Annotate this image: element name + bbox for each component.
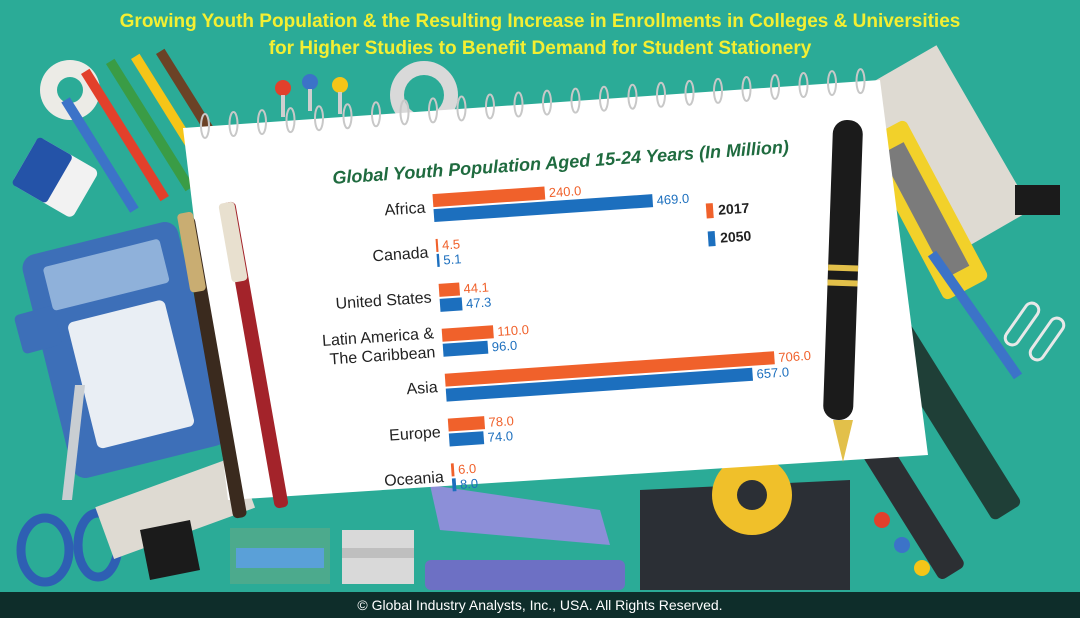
bar-2017 <box>438 282 461 297</box>
sharpener-icon <box>14 306 62 354</box>
stapler-icon <box>425 485 625 590</box>
data-label: 469.0 <box>656 191 689 208</box>
spiral-ring <box>570 87 581 114</box>
ruler-right-icon <box>858 45 1032 255</box>
category-label: Europe <box>389 424 442 444</box>
bar-2017 <box>441 325 494 342</box>
category-label: Canada <box>372 245 429 266</box>
legend-swatch <box>705 203 714 219</box>
spiral-ring <box>855 68 866 95</box>
spiral-ring <box>428 97 438 124</box>
data-label: 47.3 <box>466 294 492 311</box>
spiral-ring <box>485 93 495 120</box>
ruler-icon <box>95 455 256 559</box>
notepad-paper <box>183 80 928 500</box>
spiral-ring <box>257 109 267 136</box>
category-label: Africa <box>384 200 426 220</box>
bar-2017 <box>450 463 455 477</box>
category-label: Asia <box>406 379 438 398</box>
data-label: 4.5 <box>442 236 461 252</box>
pushpin-icon <box>275 74 930 576</box>
fountain-pen-icon <box>823 120 863 462</box>
bar-2050 <box>439 297 463 312</box>
title-line-1: Growing Youth Population & the Resulting… <box>119 11 961 32</box>
bar-2017 <box>447 416 486 432</box>
bar-2050 <box>436 253 440 267</box>
spiral-ring <box>542 89 552 116</box>
spiral-ring <box>513 91 524 118</box>
bars: Africa 240.0 469.0 Canada 4.55.1 United State… <box>322 183 812 492</box>
spiral-ring <box>371 101 381 128</box>
data-label: 96.0 <box>491 338 517 355</box>
sticky-notes-icon <box>230 528 414 584</box>
spiral-ring <box>798 72 809 99</box>
legend-label: 2050 <box>720 228 752 246</box>
binder-clip-right-icon <box>1015 185 1060 215</box>
bar-2050 <box>445 367 754 402</box>
category-label: United States <box>335 289 432 312</box>
spiral-ring <box>399 99 410 126</box>
spiral-ring <box>314 105 324 132</box>
paper-clip-icon <box>1003 301 1066 362</box>
legend-label: 2017 <box>718 200 750 218</box>
data-label: 78.0 <box>488 413 514 430</box>
binder-clip-icon <box>140 520 200 580</box>
spiral-ring <box>342 103 353 130</box>
spiral-ring <box>627 83 638 110</box>
bar-2017 <box>444 351 775 387</box>
spiral-ring <box>684 79 695 106</box>
spiral-ring <box>656 81 666 108</box>
data-label: 240.0 <box>548 183 581 200</box>
spiral-ring <box>456 95 467 122</box>
data-label: 6.0 <box>458 461 477 477</box>
data-label: 5.1 <box>443 251 462 267</box>
bar-2050 <box>433 194 654 223</box>
data-label: 8.0 <box>460 476 479 492</box>
paint-brushes-icon <box>177 201 289 519</box>
spiral-ring <box>827 70 837 97</box>
data-label: 706.0 <box>778 348 811 365</box>
legend-swatch <box>707 231 716 247</box>
legend: 2017 2050 <box>705 200 752 247</box>
tape-dispenser-icon <box>640 455 850 590</box>
page-title: Growing Youth Population & the Resulting… <box>0 8 1080 62</box>
spiral-ring <box>599 85 609 112</box>
eraser-icon <box>12 137 98 217</box>
spiral-ring <box>770 74 780 100</box>
bar-2050 <box>451 478 457 492</box>
spiral-ring <box>228 111 239 138</box>
spiral-rings <box>200 68 866 139</box>
bar-2050 <box>442 340 489 357</box>
bar-2017 <box>432 186 546 208</box>
spiral-ring <box>285 107 296 134</box>
data-label: 44.1 <box>463 280 489 297</box>
data-label: 74.0 <box>487 428 513 445</box>
data-label: 657.0 <box>756 364 789 381</box>
spiral-ring <box>741 75 752 102</box>
title-line-2: for Higher Studies to Benefit Demand for… <box>268 38 812 59</box>
footer-copyright: © Global Industry Analysts, Inc., USA. A… <box>0 592 1080 618</box>
category-label: Oceania <box>384 469 445 490</box>
data-label: 110.0 <box>497 322 530 339</box>
bar-2017 <box>435 238 439 252</box>
spiral-ring <box>200 113 210 139</box>
spiral-ring <box>713 77 723 104</box>
box-cutter-icon <box>862 120 988 300</box>
bar-2050 <box>448 431 485 447</box>
